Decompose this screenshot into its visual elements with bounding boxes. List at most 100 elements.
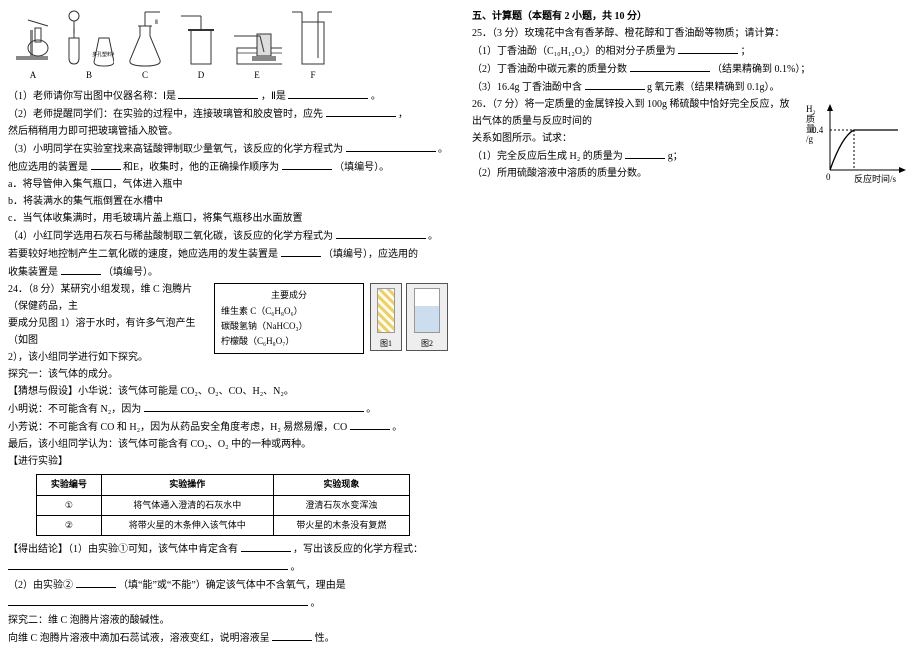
q24-block: 图1 图2 主要成分 维生素 C（C₆H₈O₆） 碳酸氢钠（NaHCO₃） 柠檬… — [8, 281, 448, 647]
label-A: A — [30, 68, 37, 83]
blank[interactable] — [8, 594, 308, 606]
table-row: ② 将带火星的木条伸入该气体中 带火星的木条没有复燃 — [37, 515, 410, 535]
text: ，写出该反应的化学方程式： — [293, 544, 423, 555]
q25-2: （2）丁香油酚中碳元素的质量分数 （结果精确到 0.1%）； — [472, 60, 912, 78]
text: 若要较好地控制产生二氧化碳的速度，她应选用的发生装置是 — [8, 249, 278, 260]
td: ② — [37, 515, 102, 535]
text: （3）小明同学在实验室找来高锰酸钾制取少量氧气，该反应的化学方程式为 — [8, 144, 343, 155]
img2-placeholder: 图2 — [406, 283, 448, 351]
text: （填“能”或“不能”）确定该气体中不含氧气，理由是 — [118, 580, 346, 591]
text: ， — [398, 109, 408, 120]
box-l1: 维生素 C（C₆H₈O₆） — [221, 304, 357, 319]
blank[interactable] — [630, 60, 710, 72]
q26-1: （1）完全反应后生成 H₂ 的质量为 g； — [472, 147, 794, 165]
blank[interactable] — [144, 400, 364, 412]
blank[interactable] — [346, 140, 436, 152]
text: （2）由实验② — [8, 580, 73, 591]
blank[interactable] — [76, 576, 116, 588]
text: 收集装置是 — [8, 267, 58, 278]
text: （1）丁香油酚（C₁₀H₁₂O₂）的相对分子质量为 — [472, 46, 676, 57]
q-line: 然后稍稍用力即可把玻璃管插入胶管。 — [8, 123, 448, 140]
h2-mass-time-graph: H₂ 质 量 /g 0.4 0 反应时间/s 5 — [802, 100, 912, 190]
q26-2: （2）所用硫酸溶液中溶质的质量分数。 — [472, 165, 794, 182]
box-l2: 碳酸氢钠（NaHCO₃） — [221, 319, 357, 334]
text: （填编号）。 — [334, 162, 389, 173]
apparatus-B: Ⅰ 多孔塑料片 B — [64, 8, 114, 83]
conclusion-line: 【得出结论】（1）由实验①可知，该气体中肯定含有 ，写出该反应的化学方程式： — [8, 540, 448, 558]
blank[interactable] — [678, 42, 738, 54]
th: 实验现象 — [273, 475, 409, 495]
roman-I: Ⅰ — [73, 29, 75, 35]
table-row: ① 将气体通入澄清的石灰水中 澄清石灰水变浑浊 — [37, 495, 410, 515]
yunit: /g — [806, 134, 814, 144]
blank[interactable] — [336, 227, 426, 239]
text: 和E，收集时，他的正确操作顺序为 — [123, 162, 279, 173]
th: 实验操作 — [101, 475, 273, 495]
blank[interactable] — [281, 245, 321, 257]
blank[interactable] — [625, 147, 665, 159]
text: （1）老师请你写出图中仪器名称：Ⅰ是 — [8, 91, 176, 102]
text: （4）小红同学选用石灰石与稀盐酸制取二氧化碳，该反应的化学方程式为 — [8, 231, 333, 242]
text: 小芳说：不可能含有 CO 和 H₂，因为从药品安全角度考虑，H₂ 易燃易爆，CO — [8, 422, 347, 433]
text: （3）16.4g 丁香油酚中含 — [472, 82, 582, 93]
q25-1: （1）丁香油酚（C₁₀H₁₂O₂）的相对分子质量为 ； — [472, 42, 912, 60]
text: 小明说：不可能含有 N₂，因为 — [8, 404, 141, 415]
blank[interactable] — [350, 418, 390, 430]
blank[interactable] — [91, 158, 121, 170]
ingredient-box: 主要成分 维生素 C（C₆H₈O₆） 碳酸氢钠（NaHCO₃） 柠檬酸（C₆H₈… — [214, 283, 364, 354]
q-line: 若要较好地控制产生二氧化碳的速度，她应选用的发生装置是 （填编号），应选用的 — [8, 245, 448, 263]
img2-label: 图2 — [421, 337, 433, 351]
text: 他应选用的装置是 — [8, 162, 88, 173]
origin: 0 — [826, 172, 831, 182]
text: （填编号），应选用的 — [323, 249, 418, 260]
text: 。 — [392, 422, 402, 433]
q26-h2: 关系如图所示。试求： — [472, 130, 794, 147]
label-D: D — [198, 68, 205, 83]
text: 性。 — [315, 633, 335, 644]
q-line: 收集装置是 （填编号）。 — [8, 263, 448, 281]
conclusion2-line: （2）由实验② （填“能”或“不能”）确定该气体中不含氧气，理由是 — [8, 576, 448, 594]
blank[interactable] — [241, 540, 291, 552]
apparatus-D: D — [176, 8, 226, 83]
opt-b: b．将装满水的集气瓶倒置在水槽中 — [8, 193, 448, 210]
blank[interactable] — [61, 263, 101, 275]
text: 向维 C 泡腾片溶液中滴加石蕊试液，溶液变红，说明溶液呈 — [8, 633, 270, 644]
erlenmeyer-icon: Ⅱ — [120, 8, 170, 68]
blank[interactable] — [178, 87, 258, 99]
text: （结果精确到 0.1%）； — [712, 64, 810, 75]
ylabel: 质 — [806, 113, 815, 124]
annot-porous: 多孔塑料片 — [92, 51, 114, 58]
blank[interactable] — [326, 105, 396, 117]
section-heading: 五、计算题（本题有 2 小题，共 10 分） — [472, 8, 912, 25]
q26-head: 26．（7 分）将一定质量的金属锌投入到 100g 稀硫酸中恰好完全反应，放出气… — [472, 96, 794, 130]
q-line: （2）老师提醒同学们：在实验的过程中，连接玻璃管和胶皮管时，应先 ， — [8, 105, 448, 123]
blank[interactable] — [8, 558, 288, 570]
img1-placeholder: 图1 — [370, 283, 402, 351]
last-line: 最后，该小组同学认为：该气体可能含有 CO₂、O₂ 中的一种或两种。 — [8, 436, 448, 453]
apparatus-C: Ⅱ C — [120, 8, 170, 83]
gas-jar-icon — [176, 8, 226, 68]
blank[interactable] — [288, 87, 368, 99]
flask-stand-icon — [8, 8, 58, 68]
td: ① — [37, 495, 102, 515]
label-C: C — [142, 68, 148, 83]
q-line: （4）小红同学选用石灰石与稀盐酸制取二氧化碳，该反应的化学方程式为 。 — [8, 227, 448, 245]
blank[interactable] — [585, 78, 645, 90]
探究二-line: 向维 C 泡腾片溶液中滴加石蕊试液，溶液变红，说明溶液呈 性。 — [8, 629, 448, 647]
text: （1）完全反应后生成 H₂ 的质量为 — [472, 151, 623, 162]
funnel-flask-icon: Ⅰ 多孔塑料片 — [64, 8, 114, 68]
reason-blank: 。 — [8, 594, 448, 612]
blank[interactable] — [282, 158, 332, 170]
q-line: 他应选用的装置是 和E，收集时，他的正确操作顺序为 （填编号）。 — [8, 158, 448, 176]
text: ； — [741, 46, 751, 57]
water-trough-icon — [232, 8, 282, 68]
blank[interactable] — [272, 629, 312, 641]
q24-images: 图1 图2 — [370, 283, 448, 351]
img1-label: 图1 — [380, 337, 392, 351]
text: （填编号）。 — [103, 267, 158, 278]
box-l3: 柠檬酸（C₆H₈O₇） — [221, 334, 357, 349]
yval: 0.4 — [812, 125, 824, 135]
experiment-table: 实验编号 实验操作 实验现象 ① 将气体通入澄清的石灰水中 澄清石灰水变浑浊 ②… — [36, 474, 410, 536]
q-line: （1）老师请你写出图中仪器名称：Ⅰ是 ，Ⅱ是 。 — [8, 87, 448, 105]
ylabel: H₂ — [806, 104, 816, 114]
